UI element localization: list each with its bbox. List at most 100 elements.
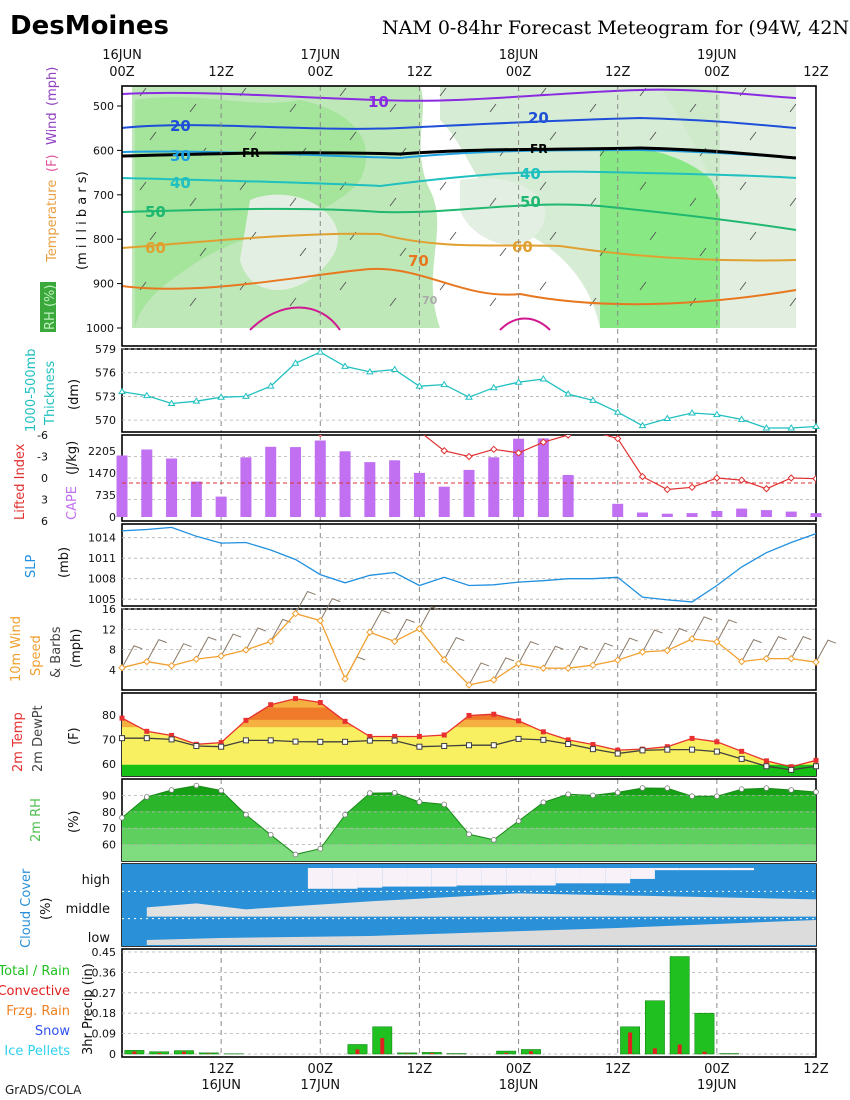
slp-labels: SLP (mb) [24, 547, 72, 578]
cape-bar [413, 472, 425, 517]
cape-bar [166, 458, 178, 517]
dewpt-point [565, 741, 572, 748]
thickness-tick: 573 [95, 390, 116, 403]
cape-bar [537, 438, 549, 517]
cape-labels: Lifted Index CAPE (J/kg) [13, 441, 80, 520]
top-date-label: 17JUN [300, 48, 340, 63]
wind10-point [242, 646, 250, 654]
wind-barb [493, 657, 514, 681]
wind-barb [121, 645, 143, 668]
precip-convective-bar [702, 1051, 707, 1054]
dewpt-point [143, 735, 150, 742]
bottom-date-label: 18JUN [499, 1078, 539, 1093]
cape-tick: 735 [95, 489, 116, 502]
dewpt-point [391, 737, 398, 744]
cape-bar [711, 511, 723, 517]
freezing-line [121, 146, 797, 160]
li-tick: 0 [41, 472, 48, 485]
wind-barb [295, 590, 316, 614]
temp2m-point [243, 717, 249, 723]
rh2m-point [788, 787, 795, 793]
cloud-high-cell [704, 868, 730, 871]
thickness-point [613, 408, 622, 415]
cape-bar [314, 440, 326, 517]
temp2m-point [491, 711, 497, 717]
top-time-axis: 16JUN 00Z 12Z 17JUN 00Z 12Z 18JUN 00Z 12Z 19JUN 00… [102, 48, 829, 80]
dewpt-point [342, 738, 349, 745]
temp2m-tick: 70 [102, 733, 116, 746]
cloud-high-cell [555, 868, 581, 884]
precip-total-bar [644, 1000, 665, 1055]
dewpt-point [168, 736, 175, 743]
cloud-high-cell [456, 868, 482, 886]
thickness-label-2: Thickness [43, 361, 58, 426]
thickness-point [316, 348, 325, 355]
cloud-labels: Cloud Cover (%) high middle low [19, 868, 110, 948]
thickness-point [118, 387, 126, 395]
wind10-point [688, 635, 696, 643]
top-hour-label: 12Z [605, 65, 631, 80]
cape-units: (J/kg) [65, 441, 80, 475]
rh2m-point [614, 789, 621, 796]
thickness-line [121, 351, 817, 429]
cape-bar [463, 469, 475, 517]
thickness-labels: 1000-500mb Thickness (dm) [24, 348, 82, 432]
li-point [440, 447, 448, 455]
li-point [737, 476, 746, 484]
dewpt-point [540, 736, 547, 743]
precip-tick: 0.36 [92, 966, 117, 979]
rh2m-point [590, 792, 596, 799]
rh2m-point [292, 851, 299, 858]
slp-tick: 1008 [88, 573, 116, 586]
temp2m-point [218, 740, 224, 746]
cape-bar [265, 446, 277, 517]
bottom-hour-label: 00Z [308, 1062, 334, 1077]
rh2m-point [540, 799, 547, 806]
rh2m-point [515, 818, 522, 824]
thickness-point [489, 383, 498, 391]
cape-bar [686, 513, 698, 517]
wind10-point [737, 657, 746, 666]
upper-label-wind: Wind [45, 112, 60, 145]
temp2m-point [416, 733, 422, 739]
li-point [638, 472, 647, 481]
li-tick: 6 [41, 515, 48, 528]
cloud-high-cell [580, 868, 606, 884]
pressure-tick: 500 [93, 100, 114, 113]
rh2m-point [813, 789, 819, 795]
cape-tick: 1470 [88, 467, 116, 480]
precip-units: 3hr Precip (in) [81, 963, 96, 1055]
thickness-point [712, 410, 721, 418]
temp2m-point [441, 732, 447, 738]
panel-frame-thickness [121, 348, 817, 433]
cape-bar [215, 496, 227, 517]
rh2m-point [218, 787, 224, 794]
thickness-point [341, 362, 349, 369]
rh2m-point [391, 789, 398, 796]
precip-convective-bar [132, 1051, 137, 1054]
li-tick: -6 [37, 429, 48, 442]
panel-frame-slp [121, 523, 817, 607]
thickness-point [192, 397, 201, 404]
temp2m-point [317, 700, 323, 706]
wind-barb [369, 609, 391, 633]
wind10-point [291, 609, 300, 618]
isotherm-60 [121, 232, 797, 262]
rh2m-tick: 80 [102, 806, 116, 819]
thickness-point [465, 393, 473, 400]
isotherm-label-50a: 50 [145, 203, 166, 221]
temp2m-point [788, 764, 794, 770]
rh2m-point [193, 782, 200, 789]
temp2m-point [293, 696, 298, 702]
rh2m-labels: 2m RH (%) [29, 798, 82, 842]
dewpt-point [738, 755, 745, 762]
bottom-date-label: 16JUN [201, 1078, 241, 1093]
temp2m-point [590, 742, 596, 748]
isotherms [121, 88, 797, 331]
wind-barb [642, 629, 663, 653]
upper-label-rh-group: RH (%) [43, 285, 58, 330]
legend-convective: Convective [0, 984, 70, 999]
wind10-tick: 16 [102, 603, 116, 616]
rh2m-point [763, 785, 770, 791]
